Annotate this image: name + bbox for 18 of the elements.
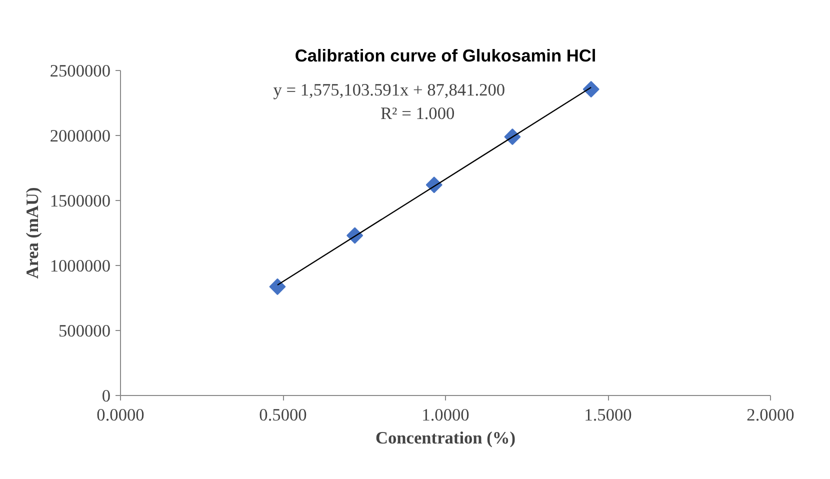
annotation: y = 1,575,103.591x + 87,841.200 bbox=[273, 80, 506, 100]
y-axis-title: Area (mAU) bbox=[22, 186, 42, 279]
y-tick-label: 500000 bbox=[58, 322, 110, 340]
x-tick-label: 2.0000 bbox=[746, 406, 794, 424]
y-tick-label: 2500000 bbox=[50, 62, 111, 80]
y-tick-label: 2000000 bbox=[50, 126, 111, 146]
point bbox=[582, 80, 600, 98]
chart-title: Calibration curve of Glukosamin HCl bbox=[294, 46, 596, 66]
y-tick-label: 1500000 bbox=[50, 192, 111, 210]
x-axis-title: Concentration (%) bbox=[375, 428, 516, 448]
x-tick-label: 1.5000 bbox=[584, 406, 632, 424]
annotation: R² = 1.000 bbox=[380, 104, 455, 123]
x-tick-label: 0.5000 bbox=[259, 406, 307, 424]
x-tick-label: 1.0000 bbox=[422, 406, 470, 424]
point bbox=[269, 278, 286, 295]
y-tick-label: 0 bbox=[102, 386, 111, 406]
y-tick-label: 1000000 bbox=[50, 256, 111, 276]
x-tick-label: 0.0000 bbox=[96, 406, 144, 424]
